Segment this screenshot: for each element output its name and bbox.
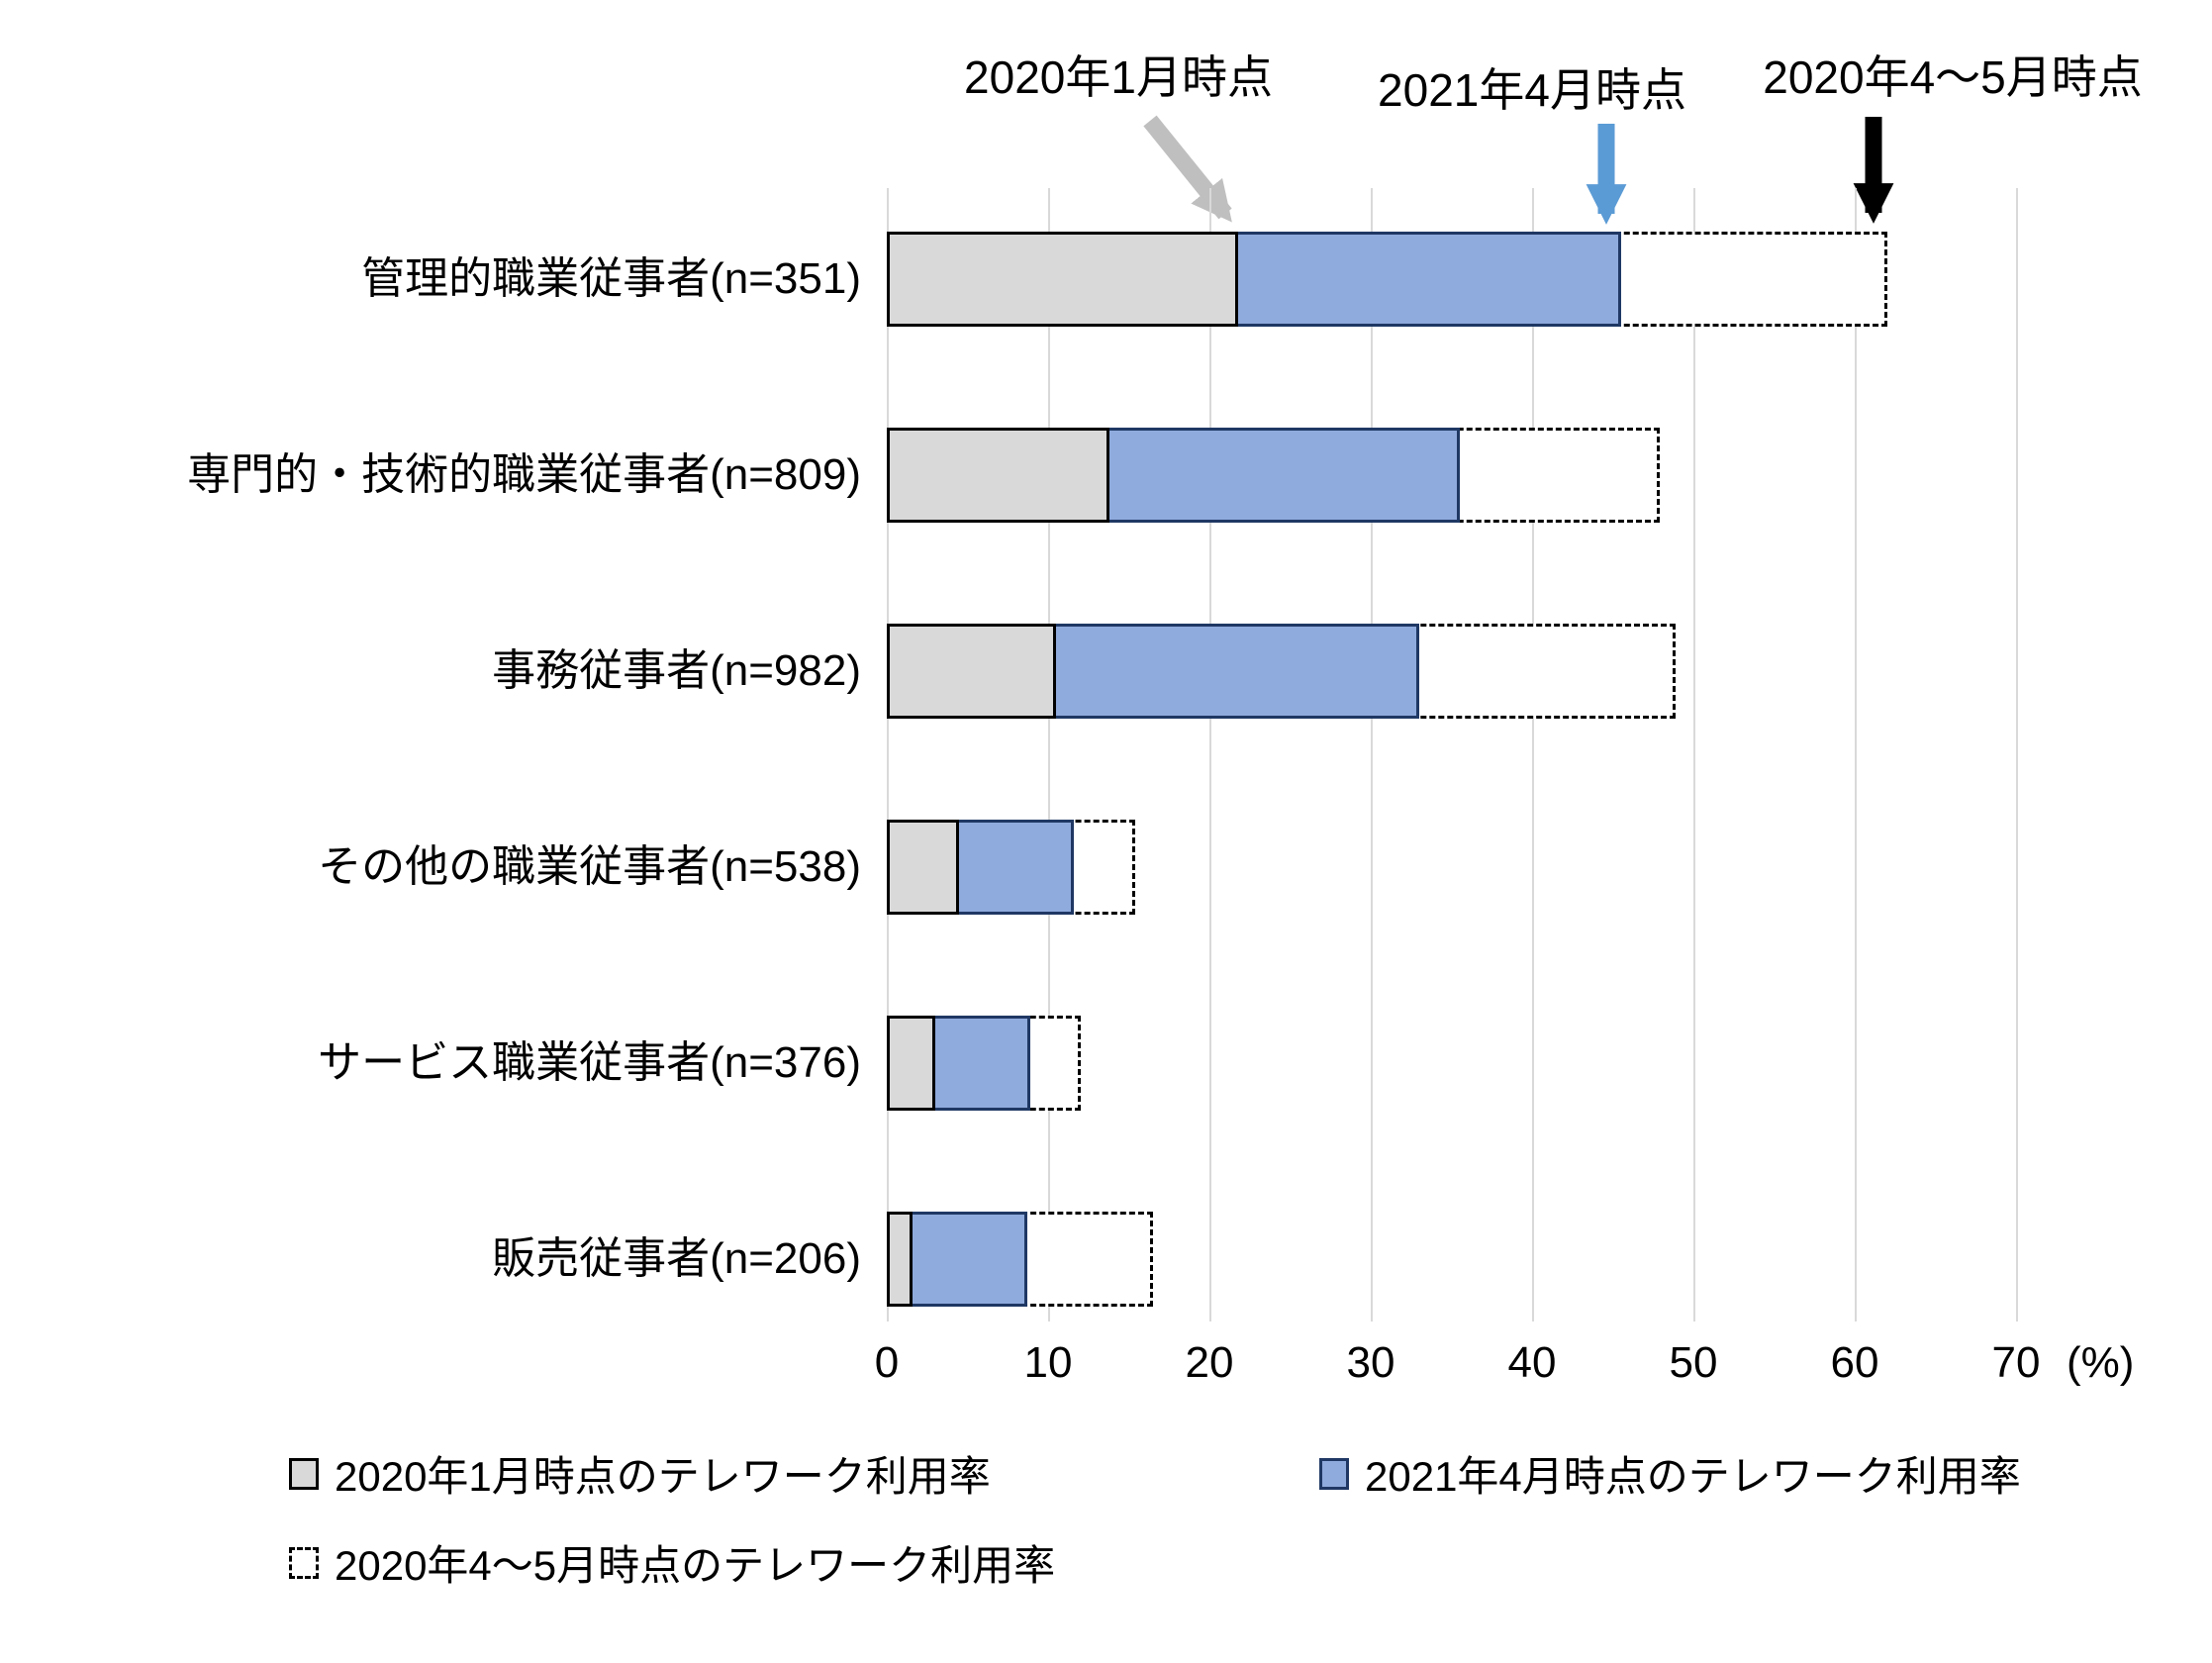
x-tick-label: 10 [1023,1338,1073,1387]
category-label: 管理的職業従事者(n=351) [361,254,861,303]
category-label: その他の職業従事者(n=538) [318,842,861,891]
x-tick-label: 30 [1346,1338,1395,1387]
gridline [1048,188,1050,1321]
annotation-2021-apr: 2021年4月時点 [1378,64,1686,116]
x-tick-label: 40 [1507,1338,1557,1387]
gridline [1209,188,1211,1321]
gridline [1693,188,1695,1321]
gridline [1371,188,1373,1321]
bar-row [887,820,2016,915]
legend-item-2021-apr: 2021年4月時点のテレワーク利用率 [1319,1443,2021,1504]
category-label: 事務従事者(n=982) [492,646,861,695]
legend-swatch-gray [289,1457,319,1490]
bar-2020-jan [887,1212,914,1307]
legend-swatch-blue [1319,1457,1349,1490]
legend-item-2020-apr-may: 2020年4～5月時点のテレワーク利用率 [289,1532,1055,1593]
bar-row [887,232,2016,327]
legend-label: 2020年1月時点のテレワーク利用率 [335,1453,991,1500]
bar-row [887,428,2016,523]
bar-row [887,1212,2016,1307]
legend-item-2020-jan: 2020年1月時点のテレワーク利用率 [289,1443,991,1504]
category-label: 販売従事者(n=206) [492,1234,861,1283]
category-label: 専門的・技術的職業従事者(n=809) [187,450,861,499]
annotation-2020-apr-may: 2020年4～5月時点 [1763,51,2143,103]
x-tick-label: 70 [1991,1338,2041,1387]
legend-label: 2020年4～5月時点のテレワーク利用率 [335,1542,1056,1589]
x-tick-label: 0 [874,1338,900,1387]
bar-2020-jan [887,232,1239,327]
gridline [1855,188,1857,1321]
bar-2020-jan [887,820,960,915]
plot-area [887,188,2018,1321]
category-label: サービス職業従事者(n=376) [318,1038,861,1087]
legend-label: 2021年4月時点のテレワーク利用率 [1365,1453,2021,1500]
bar-2020-jan [887,624,1057,719]
gridline [887,188,889,1321]
bar-row [887,1016,2016,1111]
gridline [1532,188,1534,1321]
bar-row [887,624,2016,719]
annotation-2020-jan: 2020年1月時点 [964,51,1273,103]
bar-2020-jan [887,428,1109,523]
x-axis-unit: (%) [2067,1338,2135,1387]
bar-2020-jan [887,1016,935,1111]
x-tick-label: 60 [1830,1338,1879,1387]
x-tick-label: 50 [1669,1338,1718,1387]
legend-swatch-dashed [289,1546,319,1579]
x-tick-label: 20 [1185,1338,1234,1387]
gridline [2016,188,2018,1321]
